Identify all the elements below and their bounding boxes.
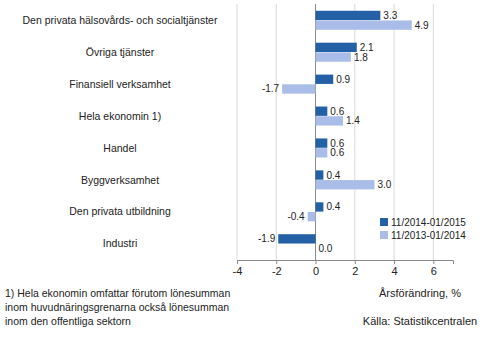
grid-line bbox=[354, 4, 355, 260]
tick-mark bbox=[355, 260, 356, 264]
data-label: 3.3 bbox=[383, 10, 397, 21]
source: Källa: Statistikcentralen bbox=[363, 315, 477, 327]
bar bbox=[316, 52, 351, 61]
tick: 2 bbox=[352, 260, 358, 277]
data-label: 0.4 bbox=[326, 201, 340, 212]
tick-mark bbox=[433, 260, 434, 264]
tick-mark bbox=[237, 260, 238, 264]
tick-mark bbox=[316, 260, 317, 264]
grid-line bbox=[276, 4, 277, 260]
category-label: Byggverksamhet bbox=[81, 174, 159, 186]
bar bbox=[316, 11, 381, 20]
bar bbox=[315, 244, 316, 253]
data-label: 1.8 bbox=[354, 52, 368, 63]
bar bbox=[308, 212, 316, 221]
chart: 3.32.10.90.60.60.40.4-1.94.91.8-1.71.40.… bbox=[0, 0, 494, 339]
tick: -2 bbox=[272, 260, 282, 277]
tick: -4 bbox=[233, 260, 243, 277]
axis-title: Årsförändring, % bbox=[379, 287, 461, 299]
data-label: 0.9 bbox=[336, 74, 350, 85]
tick-mark bbox=[276, 260, 277, 264]
axis-line bbox=[238, 261, 454, 265]
tick: 0 bbox=[313, 260, 319, 277]
bar bbox=[282, 84, 315, 93]
tick: 4 bbox=[392, 260, 398, 277]
category-label: Handel bbox=[103, 142, 136, 154]
grid-line bbox=[237, 4, 238, 260]
data-label: -0.4 bbox=[287, 211, 305, 222]
tick-label: 4 bbox=[392, 265, 398, 277]
grid-line bbox=[315, 4, 316, 260]
category-label: Industri bbox=[103, 237, 137, 249]
footnote-line: inom den offentliga sektorn bbox=[5, 315, 131, 327]
data-label: 0.6 bbox=[330, 147, 344, 158]
category-label: Hela ekonomin 1) bbox=[79, 110, 161, 122]
data-label: -1.7 bbox=[262, 83, 280, 94]
bar bbox=[278, 234, 315, 243]
category-label: Den privata hälsovårds- och socialtjänst… bbox=[23, 14, 218, 26]
legend-item: 11/2013-01/2014 bbox=[380, 230, 466, 241]
legend: 11/2014-01/2015 11/2013-01/2014 bbox=[380, 217, 466, 241]
bar bbox=[316, 107, 328, 116]
category-label: Övriga tjänster bbox=[86, 46, 155, 58]
legend-label: 11/2013-01/2014 bbox=[391, 230, 466, 241]
footnote: 1) Hela ekonomin omfattar förutom lönesu… bbox=[5, 287, 230, 327]
data-label: 1.4 bbox=[346, 115, 360, 126]
data-label: 4.9 bbox=[415, 20, 429, 31]
bar bbox=[316, 43, 357, 52]
bar bbox=[316, 170, 324, 179]
tick: 6 bbox=[431, 260, 437, 277]
footnote-line: inom huvudnäringsgrenarna också lönesumm… bbox=[5, 301, 229, 313]
tick-label: 0 bbox=[313, 265, 319, 277]
category-label: Den privata utbildning bbox=[69, 205, 171, 217]
tick-label: 2 bbox=[352, 265, 358, 277]
legend-label: 11/2014-01/2015 bbox=[391, 217, 466, 228]
tick-label: 6 bbox=[431, 265, 437, 277]
bar bbox=[316, 202, 324, 211]
data-label: 3.0 bbox=[377, 179, 391, 190]
data-label: -1.9 bbox=[258, 233, 276, 244]
bar bbox=[316, 138, 328, 147]
data-label: 0.4 bbox=[326, 170, 340, 181]
bar bbox=[316, 116, 343, 125]
legend-swatch bbox=[380, 231, 388, 239]
data-label: 0.0 bbox=[319, 243, 333, 254]
footnote-line: 1) Hela ekonomin omfattar förutom lönesu… bbox=[5, 287, 230, 299]
data-label: 0.6 bbox=[330, 106, 344, 117]
tick-mark bbox=[394, 260, 395, 264]
category-label: Finansiell verksamhet bbox=[69, 78, 171, 90]
bar bbox=[316, 20, 412, 29]
tick-label: -4 bbox=[233, 265, 243, 277]
bar bbox=[316, 180, 375, 189]
legend-item: 11/2014-01/2015 bbox=[380, 217, 466, 228]
category-labels: Den privata hälsovårds- och socialtjänst… bbox=[23, 14, 218, 249]
bars bbox=[278, 11, 412, 244]
x-axis: -4 -2 0 2 4 6 bbox=[233, 260, 454, 277]
bar bbox=[316, 148, 328, 157]
legend-swatch bbox=[380, 218, 388, 226]
tick-label: -2 bbox=[272, 265, 282, 277]
bar bbox=[316, 75, 334, 84]
